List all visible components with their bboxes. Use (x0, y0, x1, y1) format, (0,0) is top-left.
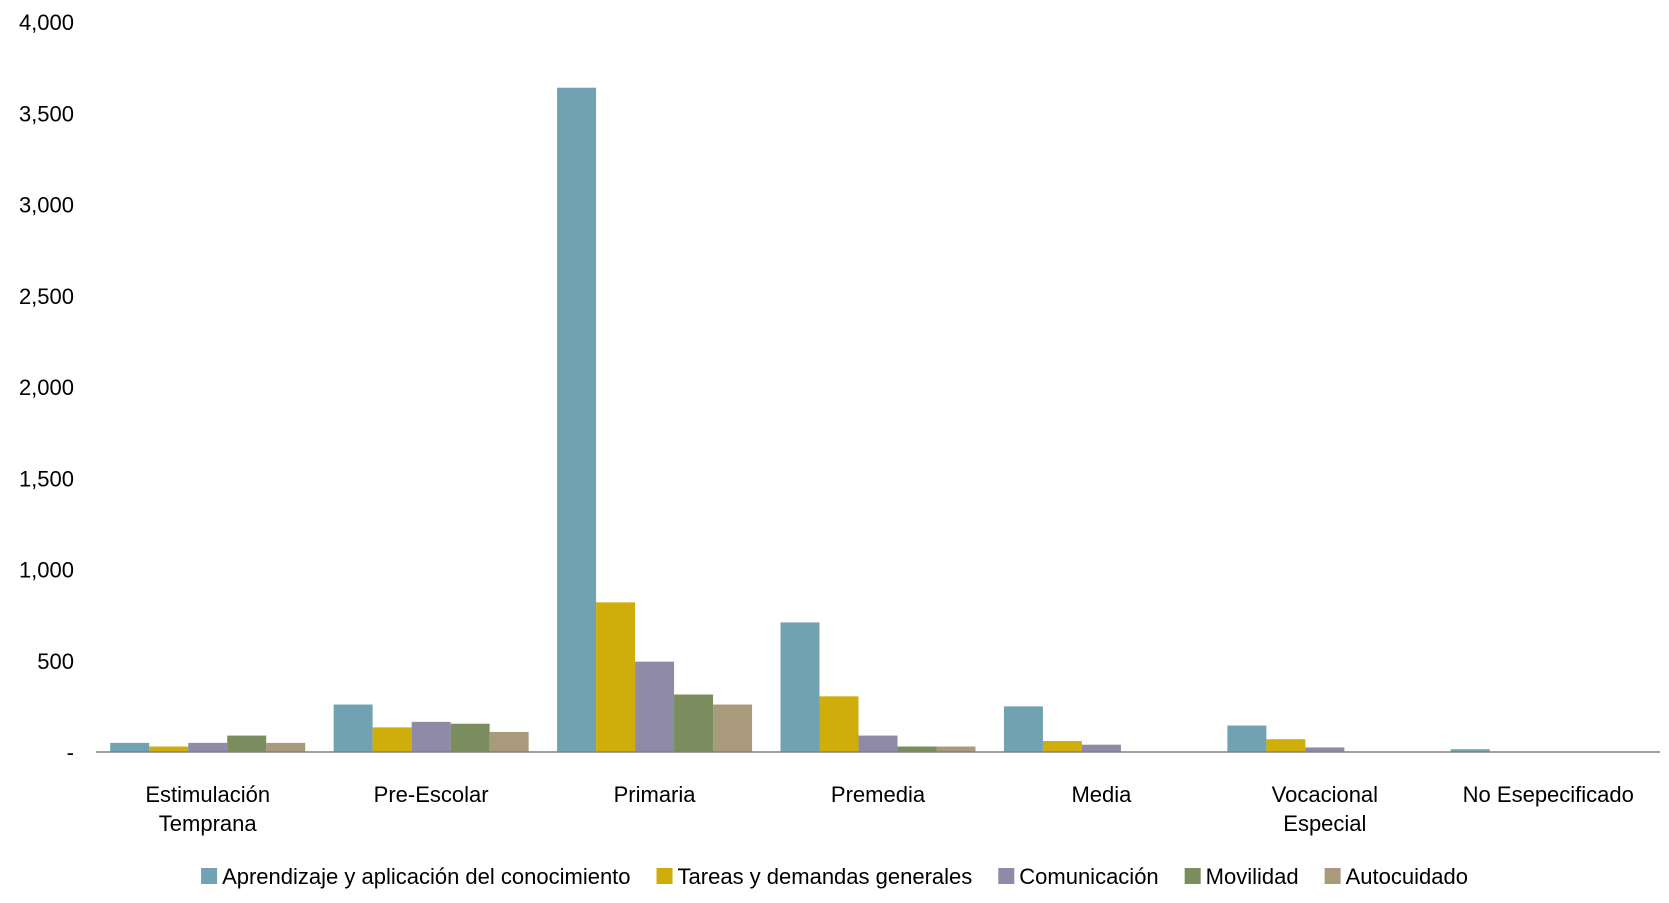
bar (110, 742, 150, 752)
bar (489, 731, 529, 752)
legend-item: Autocuidado (1324, 864, 1468, 889)
y-tick-label: 1,500 (19, 466, 74, 491)
x-tick-label: Media (1071, 782, 1132, 807)
x-tick-label-line: Estimulación (145, 782, 270, 807)
bar (333, 704, 373, 752)
x-tick-label-line: Media (1071, 782, 1132, 807)
bar (411, 721, 451, 752)
x-tick-label: No Esepecificado (1463, 782, 1634, 807)
bar (1266, 739, 1306, 752)
bar (858, 735, 898, 752)
bar (713, 704, 753, 752)
x-tick-label: Vocacional Especial (1272, 782, 1378, 836)
bar (557, 87, 597, 752)
bar (149, 746, 189, 752)
x-tick-label-line: Especial (1283, 811, 1366, 836)
legend-swatch (656, 868, 673, 884)
bar (1081, 744, 1121, 752)
legend-swatch (201, 868, 218, 884)
x-tick-label: Premedia (831, 782, 926, 807)
bar (1305, 747, 1345, 752)
legend-label: Autocuidado (1346, 864, 1468, 889)
bar (227, 735, 267, 752)
legend-item: Movilidad (1184, 864, 1299, 889)
y-tick-label: 3,500 (19, 101, 74, 126)
x-tick-label-line: Premedia (831, 782, 926, 807)
x-tick-label-line: Vocacional (1272, 782, 1378, 807)
y-tick-label: 500 (37, 649, 74, 674)
y-tick-label: 2,500 (19, 284, 74, 309)
bar (188, 742, 228, 752)
x-axis-labels: Estimulación Temprana Pre-Escolar Primaria P… (145, 782, 1634, 836)
bar (450, 723, 490, 752)
x-tick-label-line: No Esepecificado (1463, 782, 1634, 807)
legend-label: Tareas y demandas generales (678, 864, 973, 889)
bar (596, 602, 636, 752)
legend-label: Movilidad (1206, 864, 1299, 889)
legend-item: Comunicación (998, 864, 1159, 889)
bars (110, 87, 1490, 752)
legend-label: Aprendizaje y aplicación del conocimient… (222, 864, 630, 889)
bar (936, 746, 976, 752)
x-tick-label-line: Temprana (159, 811, 258, 836)
x-tick-label: Primaria (614, 782, 697, 807)
legend-swatch (1324, 868, 1341, 884)
bar (635, 661, 675, 752)
bar (266, 742, 306, 752)
x-tick-label: Pre-Escolar (374, 782, 489, 807)
bar (897, 746, 937, 752)
bar (674, 694, 714, 752)
y-tick-label: 4,000 (19, 10, 74, 35)
x-tick-label-line: Primaria (614, 782, 697, 807)
bar (780, 622, 820, 752)
x-tick-label: Estimulación Temprana (145, 782, 270, 836)
y-tick-label: 3,000 (19, 193, 74, 218)
legend: Aprendizaje y aplicación del conocimient… (201, 864, 1468, 889)
bar (1003, 706, 1043, 752)
bar (819, 696, 859, 752)
x-tick-label-line: Pre-Escolar (374, 782, 489, 807)
bar (372, 727, 412, 752)
legend-item: Tareas y demandas generales (656, 864, 973, 889)
legend-swatch (1184, 868, 1201, 884)
y-tick-label: - (67, 740, 74, 765)
bar (1042, 741, 1082, 752)
y-axis: - 500 1,000 1,500 2,000 2,500 3,000 3,500 4,000 (19, 10, 74, 765)
legend-item: Aprendizaje y aplicación del conocimient… (201, 864, 631, 889)
y-tick-label: 2,000 (19, 375, 74, 400)
legend-label: Comunicación (1019, 864, 1158, 889)
legend-swatch (998, 868, 1015, 884)
bar (1227, 725, 1267, 752)
bar (1450, 749, 1490, 752)
y-tick-label: 1,000 (19, 558, 74, 583)
